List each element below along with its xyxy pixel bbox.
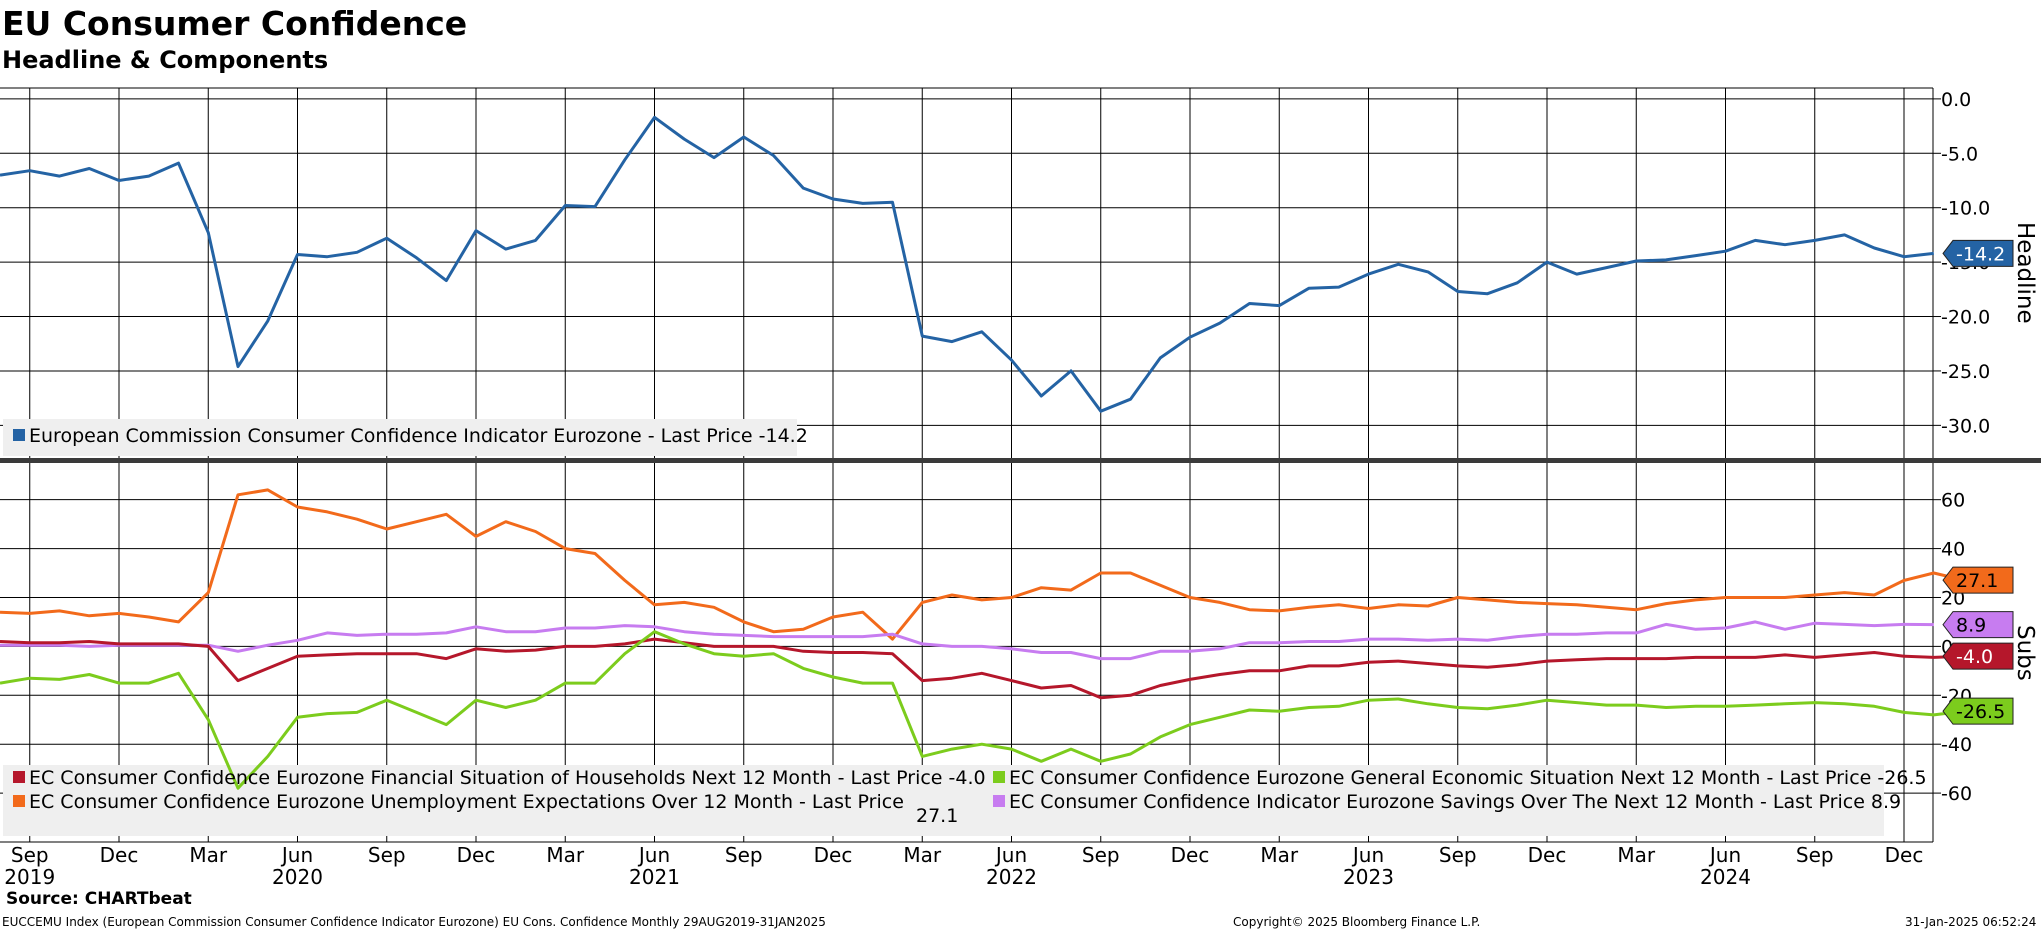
x-tick-label-year: 2022 [986, 865, 1037, 889]
headline-last-tag-shape [1942, 239, 2014, 267]
x-tick-label-month: Dec [100, 843, 139, 867]
x-tick-label-month: Dec [1528, 843, 1567, 867]
financial-last-tag-label: -4.0 [1956, 646, 1993, 668]
panel-divider [0, 458, 2041, 463]
x-tick-label-month: Jun [280, 843, 313, 867]
y-tick-label-top: -10.0 [1941, 198, 1990, 220]
legend-last-value-unemployment: 27.1 [916, 805, 958, 827]
unemployment-last-tag-shape [1942, 566, 2014, 594]
x-tick-label-month: Dec [814, 843, 853, 867]
index-info: EUCCEMU Index (European Commission Consu… [2, 915, 826, 929]
component-series-line-0 [0, 488, 1964, 641]
x-tick-label-year: 2021 [629, 865, 680, 889]
unemployment-last-tag: 27.1 [1942, 566, 2014, 594]
x-tick-label-month: Sep [725, 843, 763, 867]
legend-swatch-2 [13, 771, 25, 783]
y-tick-label-top: -20.0 [1941, 307, 1990, 329]
headline-last-tag-label: -14.2 [1956, 243, 2005, 265]
y-axis-title-top: Headline [2012, 222, 2038, 324]
x-tick-label-year: 2020 [272, 865, 323, 889]
component-series-line-3 [0, 630, 1964, 790]
x-tick-label-month: Mar [189, 843, 228, 867]
y-tick-label-bottom: -60 [1941, 783, 1972, 805]
y-tick-label-top: -25.0 [1941, 361, 1990, 383]
legend-swatch-0 [13, 795, 25, 807]
legend-swatch-headline [13, 429, 25, 441]
y-tick-label-top: -5.0 [1941, 143, 1978, 165]
chart-title: EU Consumer Confidence [2, 4, 468, 43]
general-last-tag: -26.5 [1942, 697, 2014, 725]
x-tick-label-month: Jun [994, 843, 1027, 867]
source-note: Source: CHARTbeat [6, 889, 192, 909]
financial-last-tag: -4.0 [1942, 642, 2014, 670]
x-tick-label-month: Dec [457, 843, 496, 867]
x-tick-label-month: Sep [11, 843, 49, 867]
financial-last-tag-shape [1942, 642, 2014, 670]
y-tick-label-bottom: -40 [1941, 734, 1972, 756]
component-series-line-2 [0, 637, 1964, 700]
x-tick-label-month: Mar [546, 843, 585, 867]
legend-label-1: EC Consumer Confidence Indicator Eurozon… [1009, 791, 1901, 813]
x-tick-label-year: 2024 [1700, 865, 1751, 889]
x-tick-label-month: Dec [1885, 843, 1924, 867]
legend-label-2: EC Consumer Confidence Eurozone Financia… [29, 767, 986, 789]
x-tick-label-month: Sep [1439, 843, 1477, 867]
y-tick-label-top: -30.0 [1941, 415, 1990, 437]
x-tick-label-month: Sep [1082, 843, 1120, 867]
x-tick-label-year: 2019 [4, 865, 55, 889]
x-tick-label-month: Jun [1351, 843, 1384, 867]
x-tick-label-month: Mar [1260, 843, 1299, 867]
general-last-tag-shape [1942, 697, 2014, 725]
x-tick-label-month: Mar [903, 843, 942, 867]
legend-swatch-1 [993, 795, 1005, 807]
chart-subtitle: Headline & Components [2, 46, 329, 74]
unemployment-last-tag-label: 27.1 [1956, 570, 1998, 592]
y-axis-title-bottom: Subs [2012, 625, 2038, 681]
legend-swatch-3 [993, 771, 1005, 783]
savings-last-tag: 8.9 [1942, 611, 2014, 639]
general-last-tag-label: -26.5 [1956, 701, 2005, 723]
y-tick-label-top: 0.0 [1941, 89, 1971, 111]
legend-label-3: EC Consumer Confidence Eurozone General … [1009, 767, 1927, 789]
savings-last-tag-label: 8.9 [1956, 615, 1986, 637]
legend-label-headline: European Commission Consumer Confidence … [29, 425, 808, 447]
timestamp: 31-Jan-2025 06:52:24 [1905, 915, 2037, 929]
copyright-note: Copyright© 2025 Bloomberg Finance L.P. [1233, 915, 1481, 929]
x-tick-label-month: Sep [1796, 843, 1834, 867]
headline-series-line-0 [0, 115, 1934, 413]
legend-label-0: EC Consumer Confidence Eurozone Unemploy… [29, 791, 904, 813]
bottom-legend-box [3, 765, 1884, 836]
x-tick-label-month: Mar [1617, 843, 1656, 867]
x-tick-label-year: 2023 [1343, 865, 1394, 889]
top-legend-box [3, 419, 797, 456]
x-tick-label-month: Dec [1171, 843, 1210, 867]
x-tick-label-month: Sep [368, 843, 406, 867]
y-tick-label-bottom: 40 [1941, 539, 1965, 561]
x-tick-label-month: Jun [1708, 843, 1741, 867]
component-series-line-1 [0, 620, 1934, 661]
savings-last-tag-shape [1942, 611, 2014, 639]
y-tick-label-bottom: 60 [1941, 490, 1965, 512]
x-tick-label-month: Jun [637, 843, 670, 867]
headline-last-tag: -14.2 [1942, 239, 2014, 267]
